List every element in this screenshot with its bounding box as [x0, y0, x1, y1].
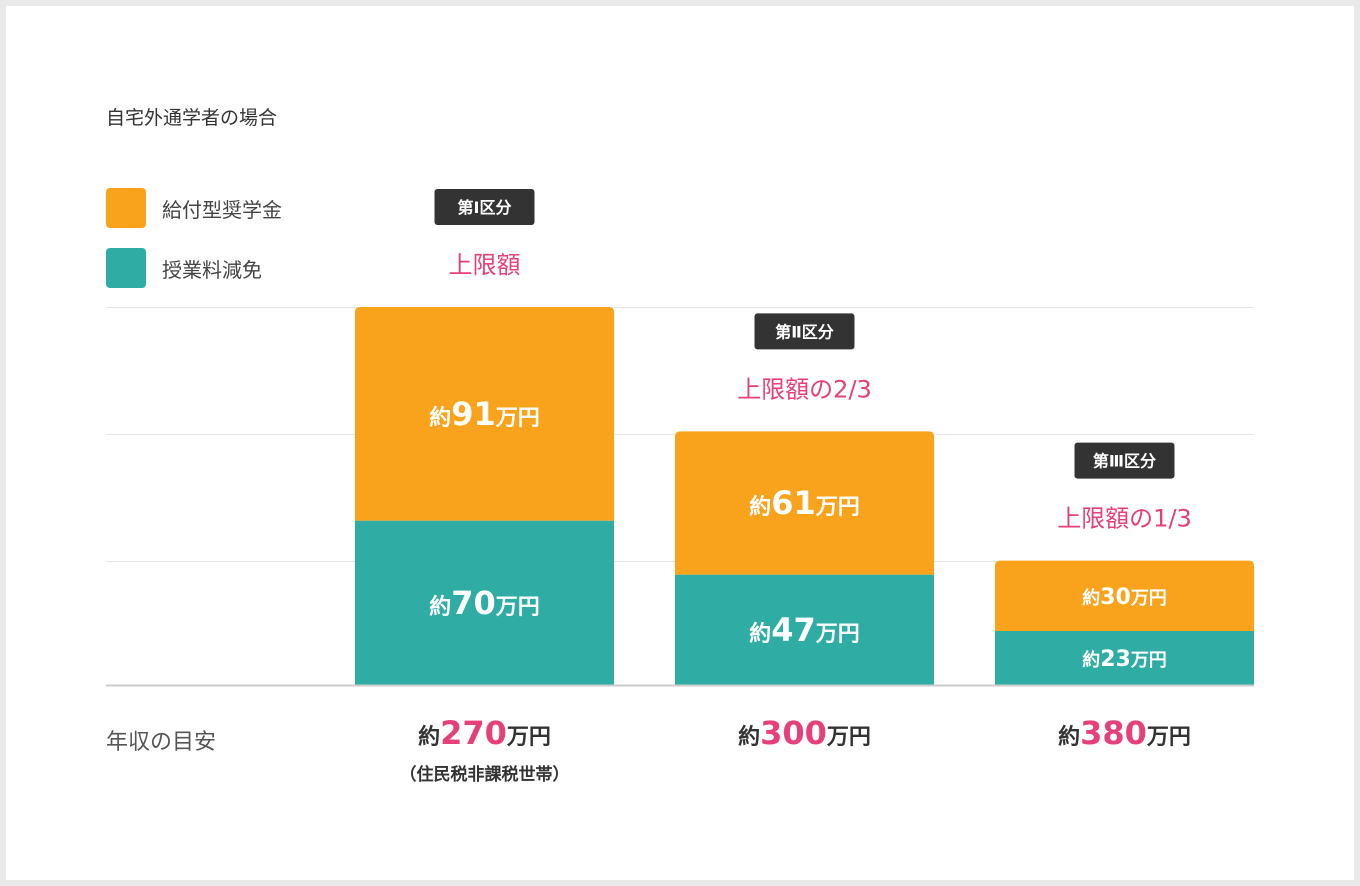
bar-scholarship-3 [995, 560, 1254, 631]
legend-label-scholarship: 給付型奨学金 [162, 197, 282, 222]
legend-swatch-tuition [106, 248, 146, 288]
badge-bg-2 [754, 313, 855, 350]
label-tuition-1: 約70万円 [429, 584, 540, 622]
label-tuition-3: 約23万円 [1082, 647, 1167, 672]
badge-label-1: 第Ⅰ区分 [458, 198, 512, 217]
label-tuition-2: 約47万円 [749, 611, 860, 649]
bar-tuition-2 [675, 574, 934, 685]
legend-swatch-scholarship [106, 188, 146, 228]
legend-item-tuition: 授業料減免 [106, 248, 262, 288]
category-label-3: 約380万円 [1058, 714, 1191, 752]
label-scholarship-2: 約61万円 [749, 484, 860, 522]
category-note-1: （住民税非課税世帯） [400, 764, 570, 785]
badge-bg-3 [1074, 442, 1175, 479]
bar-description-2: 上限額の2/3 [737, 375, 872, 403]
legend-item-scholarship: 給付型奨学金 [106, 188, 282, 228]
label-scholarship-1: 約91万円 [429, 395, 540, 433]
bar-tuition-1 [355, 520, 614, 685]
bar-scholarship-2 [675, 431, 934, 575]
category-label-1: 約270万円 [418, 714, 551, 752]
bar-tuition-3 [995, 631, 1254, 685]
category-label-2: 約300万円 [738, 714, 871, 752]
bar-description-3: 上限額の1/3 [1057, 505, 1192, 533]
bar-scholarship-1 [355, 307, 614, 521]
badge-bg-1 [434, 189, 535, 225]
chart-subtitle: 自宅外通学者の場合 [106, 107, 278, 129]
badge-label-3: 第Ⅲ区分 [1093, 452, 1156, 471]
bar-description-1: 上限額 [449, 251, 521, 279]
label-scholarship-3: 約30万円 [1082, 585, 1167, 610]
x-axis-title: 年収の目安 [106, 730, 217, 755]
legend-label-tuition: 授業料減免 [162, 257, 262, 282]
badge-label-2: 第Ⅱ区分 [775, 322, 834, 341]
